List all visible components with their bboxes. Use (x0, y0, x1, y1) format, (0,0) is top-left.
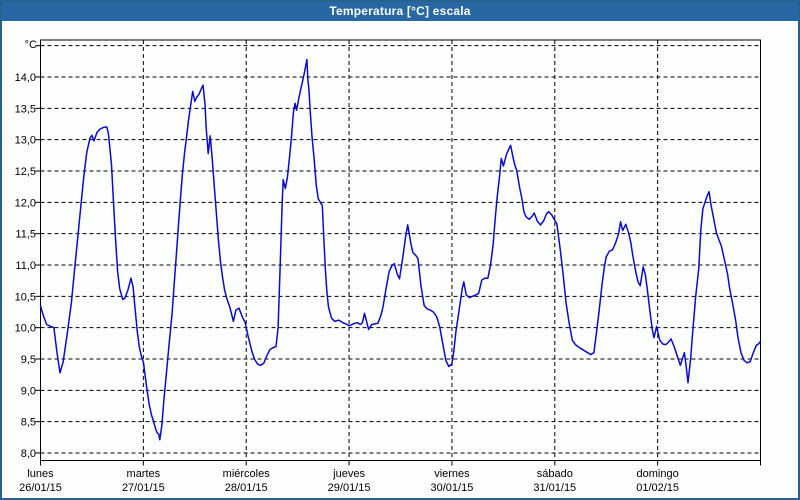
x-day-date-label: 27/01/15 (122, 482, 165, 494)
y-tick-label: 8,5 (21, 417, 36, 429)
x-day-date-label: 29/01/15 (328, 482, 371, 494)
axis-ticks (35, 45, 761, 466)
y-tick-label: 13,0 (15, 135, 36, 147)
x-day-name-label: domingo (637, 468, 679, 480)
y-tick-label: 12,5 (15, 166, 36, 178)
axis-labels: 8,0 8,5 9,0 9,5 10,0 10,5 11,0 11,5 12,0 12,5 13,0… (15, 39, 679, 494)
y-tick-label: 13,5 (15, 103, 36, 115)
y-tick-label: 10,0 (15, 323, 36, 335)
window-titlebar: Temperatura [°C] escala (2, 2, 798, 21)
x-day-date-label: 28/01/15 (225, 482, 268, 494)
gridlines (40, 40, 761, 461)
y-tick-label: 9,5 (21, 354, 36, 366)
y-tick-label: 11,0 (15, 260, 36, 272)
x-day-name-label: jueves (332, 468, 365, 480)
x-day-date-label: 31/01/15 (533, 482, 576, 494)
temperature-line (39, 58, 762, 441)
x-day-name-label: miércoles (223, 468, 271, 480)
y-tick-label: 12,0 (15, 197, 36, 209)
y-tick-label: 10,5 (15, 291, 36, 303)
x-day-name-label: viernes (434, 468, 470, 480)
temperature-series (39, 58, 762, 441)
y-tick-label: 11,5 (15, 229, 36, 241)
x-day-date-label: 26/01/15 (19, 482, 62, 494)
plot-frame (40, 39, 761, 461)
plot-border (40, 39, 761, 461)
window-title: Temperatura [°C] escala (329, 3, 471, 18)
y-tick-label: 8,0 (21, 448, 36, 460)
y-axis-unit-label: °C (25, 39, 37, 51)
x-day-name-label: lunes (27, 468, 54, 480)
x-day-name-label: sábado (537, 468, 573, 480)
x-day-name-label: martes (127, 468, 161, 480)
x-day-date-label: 30/01/15 (431, 482, 474, 494)
y-tick-label: 14,0 (15, 72, 36, 84)
y-tick-label: 9,0 (21, 385, 36, 397)
x-day-date-label: 01/02/15 (636, 482, 679, 494)
